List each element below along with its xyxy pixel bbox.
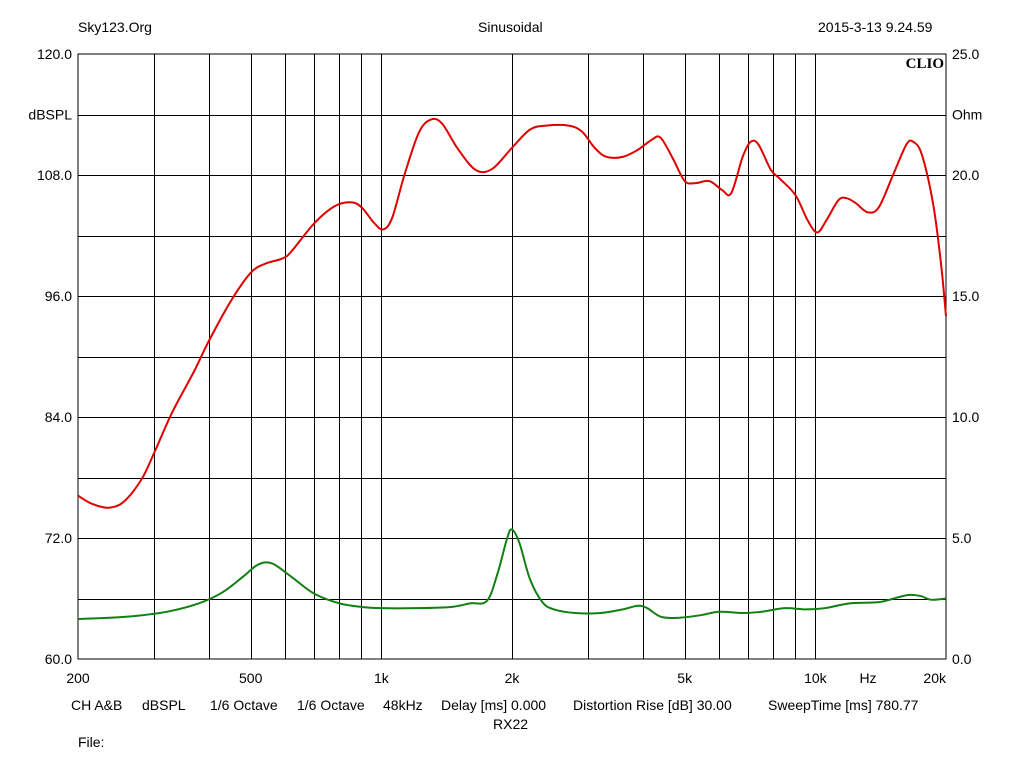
y-right-axis-label: Ohm bbox=[952, 107, 982, 123]
series-layer bbox=[77, 117, 947, 621]
y-right-tick-label: 10.0 bbox=[952, 409, 979, 425]
footer-sweep-time: SweepTime [ms] 780.77 bbox=[768, 697, 919, 713]
y-right-tick-label: 0.0 bbox=[952, 651, 972, 667]
y-left-tick-label: 108.0 bbox=[37, 167, 72, 183]
footer-file: File: bbox=[78, 734, 105, 750]
footer-channel: CH A&B bbox=[71, 697, 123, 713]
y-left-tick-label: 72.0 bbox=[45, 530, 72, 546]
y-left-tick-label: 96.0 bbox=[45, 288, 72, 304]
plot-frame bbox=[77, 53, 947, 660]
spl-curve bbox=[77, 117, 947, 509]
x-tick-label: 10k bbox=[804, 670, 828, 686]
axis-labels: 60.0 72.0 84.0 96.0 108.0 120.0 0.0 5.0 10.0 15.0… bbox=[28, 46, 982, 686]
footer-distortion: Distortion Rise [dB] 30.00 bbox=[573, 697, 732, 713]
y-left-tick-label: 120.0 bbox=[37, 46, 72, 62]
clio-brand: CLIO bbox=[906, 56, 944, 72]
x-tick-label: 200 bbox=[66, 670, 90, 686]
footer-smoothing-1: 1/6 Octave bbox=[210, 697, 278, 713]
footer-sample-rate: 48kHz bbox=[383, 697, 423, 713]
footer-smoothing-2: 1/6 Octave bbox=[297, 697, 365, 713]
y-right-tick-label: 25.0 bbox=[952, 46, 979, 62]
x-axis-unit: Hz bbox=[859, 670, 876, 686]
footer-model: RX22 bbox=[493, 716, 529, 732]
x-tick-label: 5k bbox=[677, 670, 693, 686]
y-left-axis-label: dBSPL bbox=[28, 107, 72, 123]
y-right-tick-label: 20.0 bbox=[952, 167, 979, 183]
footer-unit: dBSPL bbox=[142, 697, 186, 713]
header-timestamp: 2015-3-13 9.24.59 bbox=[818, 19, 933, 35]
header-brand: Sky123.Org bbox=[78, 19, 152, 35]
y-right-tick-label: 15.0 bbox=[952, 288, 979, 304]
grid-lines bbox=[78, 54, 946, 659]
x-tick-label: 1k bbox=[374, 670, 390, 686]
impedance-curve bbox=[77, 528, 947, 621]
footer-delay: Delay [ms] 0.000 bbox=[441, 697, 547, 713]
x-tick-label: 20k bbox=[923, 670, 947, 686]
x-tick-label: 500 bbox=[239, 670, 263, 686]
y-right-tick-label: 5.0 bbox=[952, 530, 972, 546]
y-left-tick-label: 84.0 bbox=[45, 409, 72, 425]
x-tick-label: 2k bbox=[505, 670, 521, 686]
header-mode: Sinusoidal bbox=[478, 19, 543, 35]
y-left-tick-label: 60.0 bbox=[45, 651, 72, 667]
